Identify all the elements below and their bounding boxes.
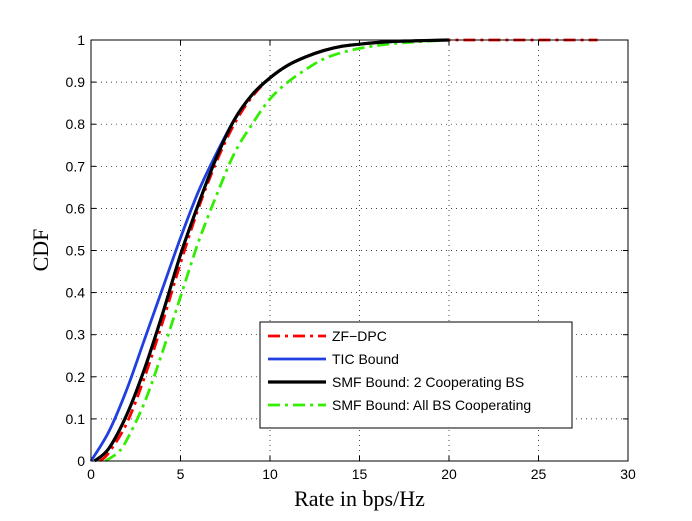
y-tick-label: 0.9 [66,74,86,90]
y-tick-label: 0.4 [66,285,86,301]
y-axis-title: CDF [28,229,53,272]
y-tick-label: 0.1 [66,411,86,427]
x-tick-label: 5 [177,466,185,482]
legend-label: TIC Bound [332,351,399,367]
x-tick-label: 25 [531,466,547,482]
legend-label: ZF−DPC [332,328,387,344]
legend-box [259,321,573,429]
y-tick-label: 0.5 [66,243,86,259]
ticks: 0 5 10 15 20 25 30 0 0.1 0.2 0.3 0.4 0.5 0.6 0.7 0.8 0.9… [66,32,636,482]
x-tick-label: 0 [87,466,95,482]
legend-label: SMF Bound: 2 Cooperating BS [332,374,524,390]
x-tick-label: 15 [352,466,368,482]
y-tick-label: 0.3 [66,327,86,343]
y-tick-label: 0.6 [66,200,86,216]
y-tick-label: 1 [77,32,85,48]
x-tick-label: 30 [620,466,636,482]
series-line-smf-bound-all-bs-cooperating [104,38,450,463]
legend-label: SMF Bound: All BS Cooperating [332,397,531,413]
y-tick-label: 0 [77,453,85,469]
x-axis-title: Rate in bps/Hz [294,486,425,511]
series-line-smf-bound-2-cooperating-bs [93,38,450,463]
x-tick-label: 20 [441,466,457,482]
y-tick-label: 0.8 [66,116,86,132]
y-tick-label: 0.7 [66,158,86,174]
legend: ZF−DPC TIC Bound SMF Bound: 2 Cooperating … [259,321,573,429]
y-tick-label: 0.2 [66,369,86,385]
x-tick-label: 10 [262,466,278,482]
